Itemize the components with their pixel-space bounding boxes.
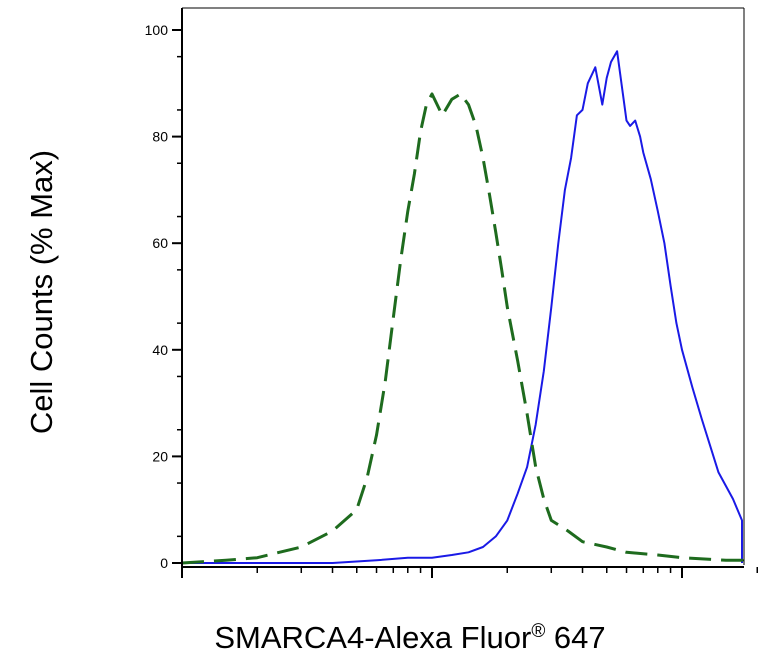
y-tick-label: 20 bbox=[152, 448, 168, 464]
series-line-1 bbox=[182, 50, 743, 564]
axes-layer: 0 20 40 60 80 100 bbox=[145, 8, 759, 578]
x-axis-title: SMARCA4-Alexa Fluor® 647 bbox=[214, 620, 605, 655]
y-tick-label: 0 bbox=[160, 555, 168, 571]
y-axis-title: Cell Counts (% Max) bbox=[24, 150, 59, 434]
y-tick-label: 60 bbox=[152, 235, 168, 251]
series-line-2 bbox=[181, 92, 744, 565]
y-tick-label: 80 bbox=[152, 129, 168, 145]
x-axis-title-registered-mark: ® bbox=[531, 621, 545, 642]
plot-frame bbox=[182, 7, 745, 565]
series-layer bbox=[181, 50, 744, 565]
y-tick-label: 100 bbox=[145, 22, 169, 38]
y-tick-label: 40 bbox=[152, 342, 168, 358]
x-axis-title-suffix: 647 bbox=[545, 620, 605, 655]
x-axis-title-main: SMARCA4-Alexa Fluor bbox=[214, 620, 531, 655]
